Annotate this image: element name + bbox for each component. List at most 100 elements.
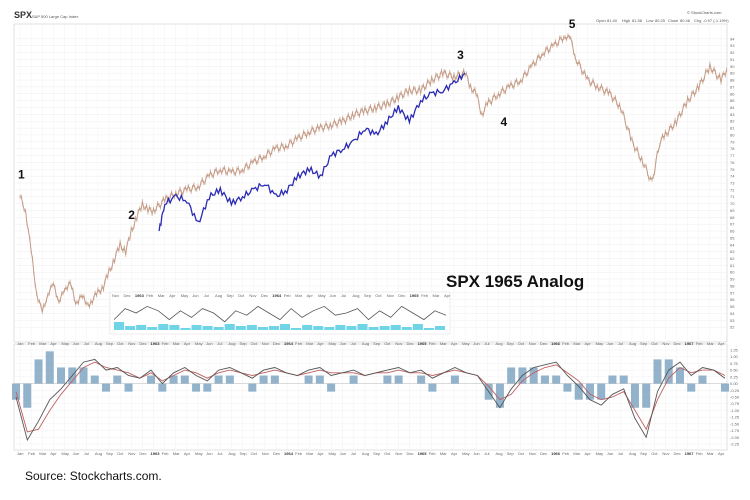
macd-tick-label: -1.00: [730, 408, 740, 413]
price-tick-label: 69: [730, 208, 735, 213]
price-tick-label: 72: [730, 187, 735, 192]
inset-hist-bar: [202, 326, 213, 330]
price-tick-label: 57: [730, 290, 735, 295]
price-tick-label: 62: [730, 256, 735, 261]
price-tick-label: 93: [730, 43, 735, 48]
price-tick-label: 85: [730, 98, 735, 103]
inset-tick-label: Oct: [238, 293, 245, 298]
price-series: [19, 33, 728, 315]
price-tick-label: 94: [730, 36, 735, 41]
macd-hist-bar: [507, 367, 516, 384]
inset-hist-bar: [224, 324, 235, 330]
month-tick-label: Apr: [50, 341, 57, 346]
month-tick-label: Aug: [362, 341, 369, 346]
month-tick-label-bottom: Apr: [584, 451, 591, 456]
high-value: 81.58: [632, 18, 643, 23]
macd-hist-bar: [428, 383, 437, 392]
month-tick-label-bottom: Feb: [429, 451, 437, 456]
month-tick-label-bottom: Sep: [106, 451, 114, 456]
macd-hist-bar: [259, 375, 268, 384]
wave-marker-label: 2: [128, 208, 135, 222]
inset-hist-bar: [346, 326, 357, 330]
inset-hist-bar: [158, 324, 169, 330]
month-tick-label-bottom: Jul: [618, 451, 623, 456]
month-tick-label-bottom: Dec: [139, 451, 146, 456]
month-tick-label-bottom: May: [62, 451, 70, 456]
month-tick-label-bottom: Jan: [17, 451, 23, 456]
month-tick-label: May: [195, 341, 203, 346]
month-tick-label: Nov: [128, 341, 135, 346]
month-tick-label: Jul: [84, 341, 89, 346]
month-tick-label: Jun: [473, 341, 479, 346]
inset-tick-label: 1963: [135, 293, 145, 298]
month-tick-label-bottom: Oct: [384, 451, 391, 456]
month-tick-label-bottom: Sep: [373, 451, 381, 456]
macd-tick-label: -0.25: [730, 388, 740, 393]
chart-header: SPX S&P 500 Large Cap Index © StockChart…: [14, 10, 729, 23]
price-tick-label: 89: [730, 71, 735, 76]
month-tick-label-bottom: Apr: [718, 451, 725, 456]
macd-hist-bar: [90, 375, 99, 384]
inset-tick-label: Oct: [375, 293, 382, 298]
source-note: Source: Stockcharts.com.: [25, 469, 162, 483]
month-tick-label-bottom: Feb: [696, 451, 704, 456]
month-tick-label-bottom: May: [596, 451, 604, 456]
inset-tick-label: Nov: [112, 293, 119, 298]
macd-hist-bar: [642, 383, 651, 408]
inset-chart: Nov Dec 1963 Feb Mar Apr May Jun Jul Aug Sep Oct Nov…: [109, 291, 451, 335]
macd-hist-bar: [563, 383, 572, 392]
watermark-label: © StockCharts.com: [687, 10, 722, 15]
month-tick-label: Jun: [206, 341, 212, 346]
inset-tick-label: May: [181, 293, 189, 298]
month-tick-label-bottom: Mar: [306, 451, 314, 456]
month-tick-label-bottom: Oct: [251, 451, 258, 456]
month-tick-label: Jul: [351, 341, 356, 346]
month-tick-label: Dec: [673, 341, 680, 346]
inset-tick-label: Nov: [387, 293, 394, 298]
macd-hist-bar: [585, 383, 594, 400]
macd-hist-bar: [529, 367, 538, 384]
month-tick-label-bottom: Sep: [507, 451, 515, 456]
macd-hist-bar: [57, 367, 66, 384]
macd-hist-bar: [23, 383, 32, 408]
month-tick-label: Jun: [73, 341, 79, 346]
inset-hist-bar: [169, 325, 180, 330]
month-tick-label-bottom: Mar: [440, 451, 448, 456]
month-tick-label: Sep: [106, 341, 114, 346]
month-tick-label-bottom: Jul: [217, 451, 222, 456]
price-tick-label: 91: [730, 57, 735, 62]
month-tick-label: Apr: [184, 341, 191, 346]
price-tick-label: 58: [730, 283, 735, 288]
month-tick-label: Aug: [228, 341, 235, 346]
inset-hist-bar: [125, 326, 136, 330]
inset-hist-bar: [368, 327, 379, 330]
macd-hist-bar: [721, 383, 729, 392]
month-tick-label-bottom: Oct: [651, 451, 658, 456]
month-tick-label: Nov: [395, 341, 402, 346]
month-tick-label: Feb: [295, 341, 303, 346]
month-tick-label: Dec: [273, 341, 280, 346]
macd-hist-bar: [214, 375, 223, 384]
macd-tick-label: -1.50: [730, 421, 740, 426]
inset-hist-bar: [136, 325, 147, 330]
inset-hist-bar: [324, 327, 335, 330]
price-tick-label: 60: [730, 270, 735, 275]
month-tick-label-bottom: Apr: [451, 451, 458, 456]
price-tick-label: 90: [730, 64, 735, 69]
inset-tick-label: Apr: [444, 293, 451, 298]
month-tick-label: 1964: [284, 341, 294, 346]
chart-title: SPX 1965 Analog: [446, 272, 584, 291]
inset-line: [113, 305, 447, 323]
inset-tick-label: Feb: [146, 293, 154, 298]
month-tick-label: Aug: [629, 341, 636, 346]
inset-hist-bar: [147, 327, 158, 330]
price-tick-label: 81: [730, 126, 735, 131]
inset-hist-bar: [291, 328, 302, 330]
month-tick-label-bottom: Jul: [84, 451, 89, 456]
month-tick-label-bottom: Dec: [540, 451, 547, 456]
month-tick-label-bottom: 1966: [551, 451, 561, 456]
macd-hist-bar: [394, 375, 403, 384]
month-tick-label-bottom: 1964: [284, 451, 294, 456]
inset-tick-label: Apr: [169, 293, 176, 298]
month-tick-label: Apr: [584, 341, 591, 346]
